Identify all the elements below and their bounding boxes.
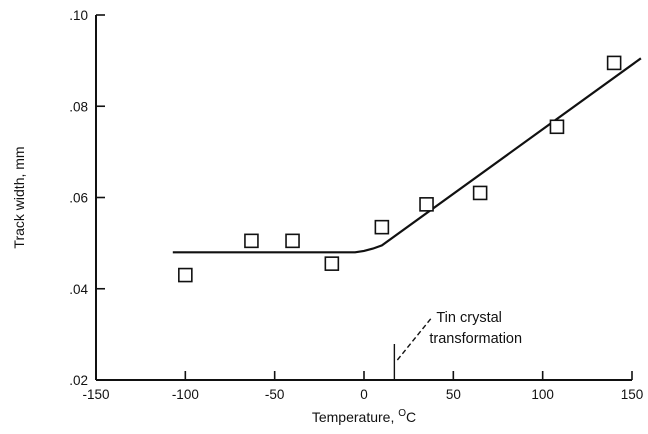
- annotation-group: Tin crystal transformation: [393, 310, 522, 380]
- data-markers: [178, 55, 622, 283]
- data-point: [419, 197, 434, 212]
- x-tick-label: 100: [531, 387, 554, 402]
- y-ticks: .02 .04 .06 .08 .10: [69, 8, 105, 388]
- data-point: [324, 256, 340, 271]
- annotation-leader: [396, 317, 432, 361]
- x-ticks: -150 -100 -50 0 50 100 150: [82, 371, 643, 402]
- data-point: [244, 233, 259, 249]
- y-tick-label: .02: [69, 373, 88, 388]
- y-tick-label: .08: [69, 99, 88, 114]
- x-tick-label: 150: [621, 387, 644, 402]
- fit-line-group: [172, 57, 642, 254]
- fit-line: [172, 57, 642, 254]
- data-point: [374, 219, 390, 235]
- annotation-line1: Tin crystal: [436, 310, 502, 326]
- x-axis-label-unit-sup: O: [398, 408, 406, 419]
- x-axis-label-text: Temperature,: [312, 409, 398, 425]
- y-axis-label: Track width, mm: [11, 146, 27, 248]
- x-tick-label: 50: [446, 387, 461, 402]
- data-point: [549, 119, 565, 135]
- axes: [95, 15, 632, 381]
- x-tick-label: 0: [360, 387, 368, 402]
- data-point: [285, 233, 300, 249]
- x-axis-label-unit: C: [406, 409, 416, 425]
- x-axis-label: Temperature, OC: [312, 408, 416, 425]
- x-tick-label: -100: [172, 387, 199, 402]
- data-point: [606, 55, 622, 71]
- x-tick-label: -150: [82, 387, 109, 402]
- y-tick-label: .04: [69, 282, 88, 297]
- y-tick-label: .06: [69, 191, 88, 206]
- data-point: [178, 267, 193, 283]
- annotation-line2: transformation: [429, 331, 522, 347]
- y-tick-label: .10: [69, 8, 88, 23]
- x-tick-label: -50: [265, 387, 285, 402]
- data-point: [472, 185, 488, 201]
